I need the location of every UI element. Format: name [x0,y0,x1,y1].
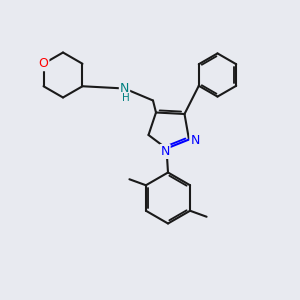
Text: N: N [120,82,129,95]
Text: N: N [160,145,170,158]
Text: H: H [122,93,130,103]
Text: N: N [190,134,200,148]
Text: O: O [39,57,49,70]
